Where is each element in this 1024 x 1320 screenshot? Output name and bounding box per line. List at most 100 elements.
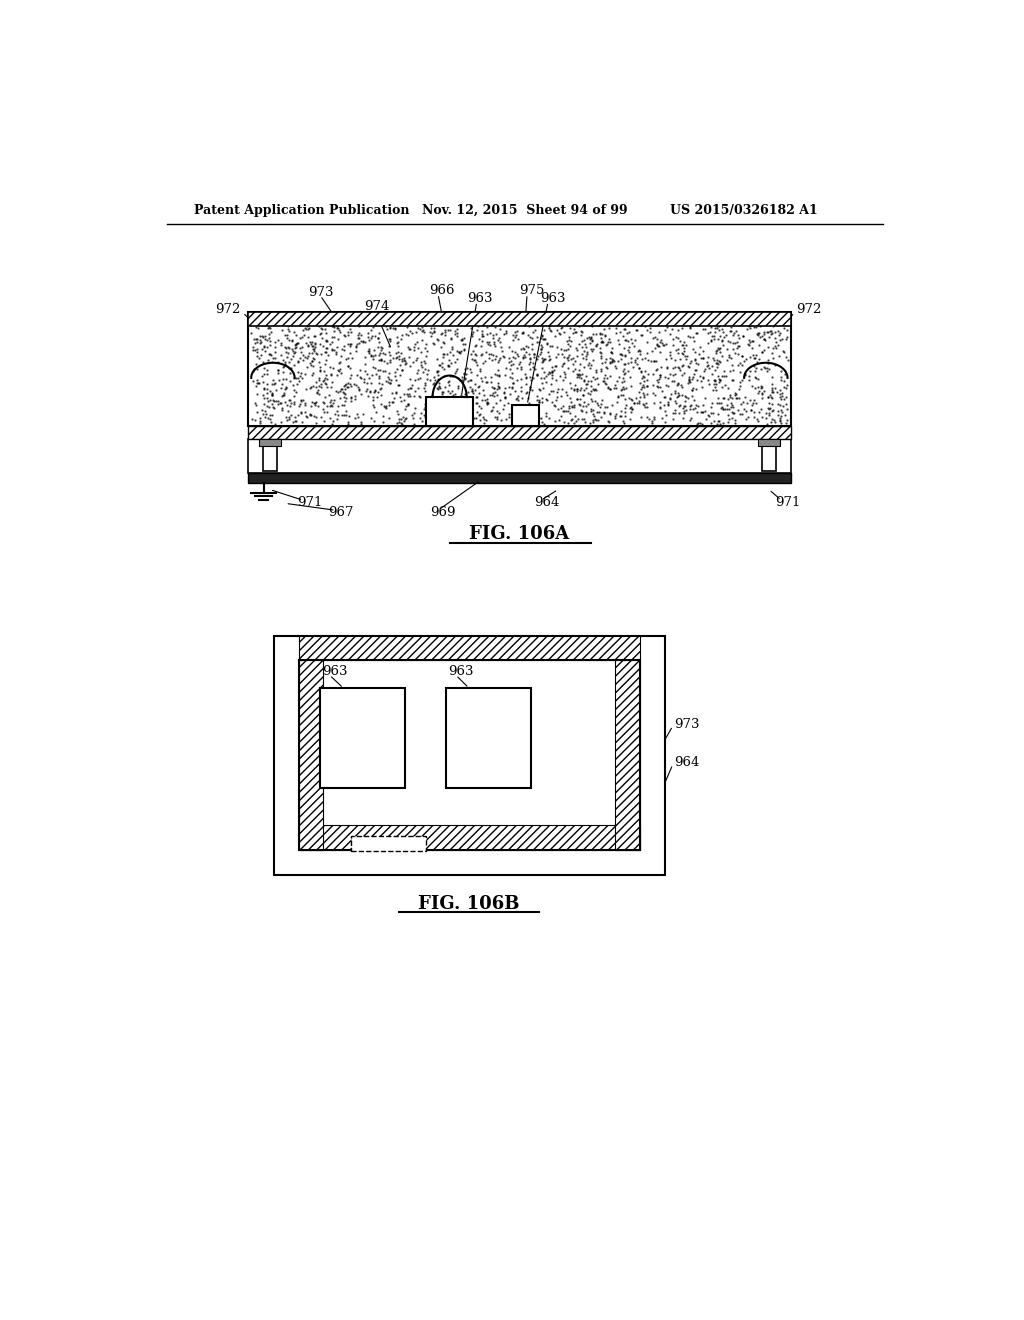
Point	[261, 396, 278, 417]
Point	[712, 312, 728, 333]
Point	[601, 318, 617, 339]
Point	[524, 356, 541, 378]
Point	[371, 345, 387, 366]
Point	[649, 334, 666, 355]
Point	[402, 378, 419, 399]
Point	[616, 354, 633, 375]
Point	[573, 321, 590, 342]
Point	[541, 346, 557, 367]
Point	[598, 348, 614, 370]
Point	[347, 408, 364, 429]
Point	[722, 331, 738, 352]
Point	[266, 331, 283, 352]
Point	[289, 374, 305, 395]
Point	[479, 392, 496, 413]
Point	[588, 380, 604, 401]
Point	[504, 363, 520, 384]
Point	[550, 343, 566, 364]
Point	[437, 322, 454, 343]
Point	[649, 359, 666, 380]
Point	[762, 321, 778, 342]
Point	[616, 388, 633, 409]
Point	[410, 318, 426, 339]
Point	[623, 396, 639, 417]
Point	[371, 367, 387, 388]
Point	[775, 396, 792, 417]
Point	[599, 358, 615, 379]
Point	[627, 329, 643, 350]
Point	[475, 309, 492, 330]
Point	[678, 313, 694, 334]
Point	[410, 362, 426, 383]
Point	[414, 351, 430, 372]
Point	[378, 371, 394, 392]
Point	[541, 408, 557, 429]
Point	[484, 312, 501, 333]
Point	[752, 380, 768, 401]
Point	[761, 393, 777, 414]
Point	[297, 401, 313, 422]
Point	[522, 348, 539, 370]
Point	[575, 308, 592, 329]
Point	[487, 323, 504, 345]
Point	[507, 326, 523, 347]
Point	[394, 325, 411, 346]
Point	[252, 408, 268, 429]
Point	[289, 304, 305, 325]
Point	[360, 343, 377, 364]
Point	[669, 387, 685, 408]
Point	[685, 305, 701, 326]
Point	[534, 338, 550, 359]
Point	[528, 364, 545, 385]
Point	[381, 329, 397, 350]
Point	[633, 360, 649, 381]
Point	[284, 330, 300, 351]
Point	[611, 321, 628, 342]
Point	[520, 305, 537, 326]
Point	[547, 396, 563, 417]
Point	[677, 345, 693, 366]
Point	[360, 341, 377, 362]
Point	[488, 364, 505, 385]
Point	[443, 366, 460, 387]
Point	[322, 392, 338, 413]
Point	[485, 397, 502, 418]
Point	[270, 351, 287, 372]
Point	[318, 401, 335, 422]
Point	[629, 392, 645, 413]
Point	[651, 305, 668, 326]
Point	[682, 318, 698, 339]
Point	[323, 356, 339, 378]
Point	[617, 329, 634, 350]
Point	[544, 305, 560, 326]
Point	[551, 322, 567, 343]
Point	[337, 375, 353, 396]
Point	[564, 396, 581, 417]
Point	[557, 400, 573, 421]
Point	[302, 352, 318, 374]
Point	[658, 356, 675, 378]
Point	[679, 346, 695, 367]
Point	[522, 347, 539, 368]
Bar	[299, 825, 640, 850]
Point	[703, 397, 720, 418]
Bar	[512, 405, 539, 426]
Point	[406, 306, 422, 327]
Point	[450, 404, 466, 425]
Point	[749, 323, 765, 345]
Point	[627, 335, 643, 356]
Point	[754, 383, 770, 404]
Point	[430, 395, 446, 416]
Point	[710, 327, 726, 348]
Point	[247, 333, 263, 354]
Point	[407, 370, 423, 391]
Point	[401, 312, 418, 333]
Point	[350, 379, 367, 400]
Point	[724, 370, 740, 391]
Point	[741, 334, 758, 355]
Point	[452, 391, 468, 412]
Point	[425, 333, 441, 354]
Point	[715, 387, 731, 408]
Point	[538, 372, 554, 393]
Point	[610, 367, 627, 388]
